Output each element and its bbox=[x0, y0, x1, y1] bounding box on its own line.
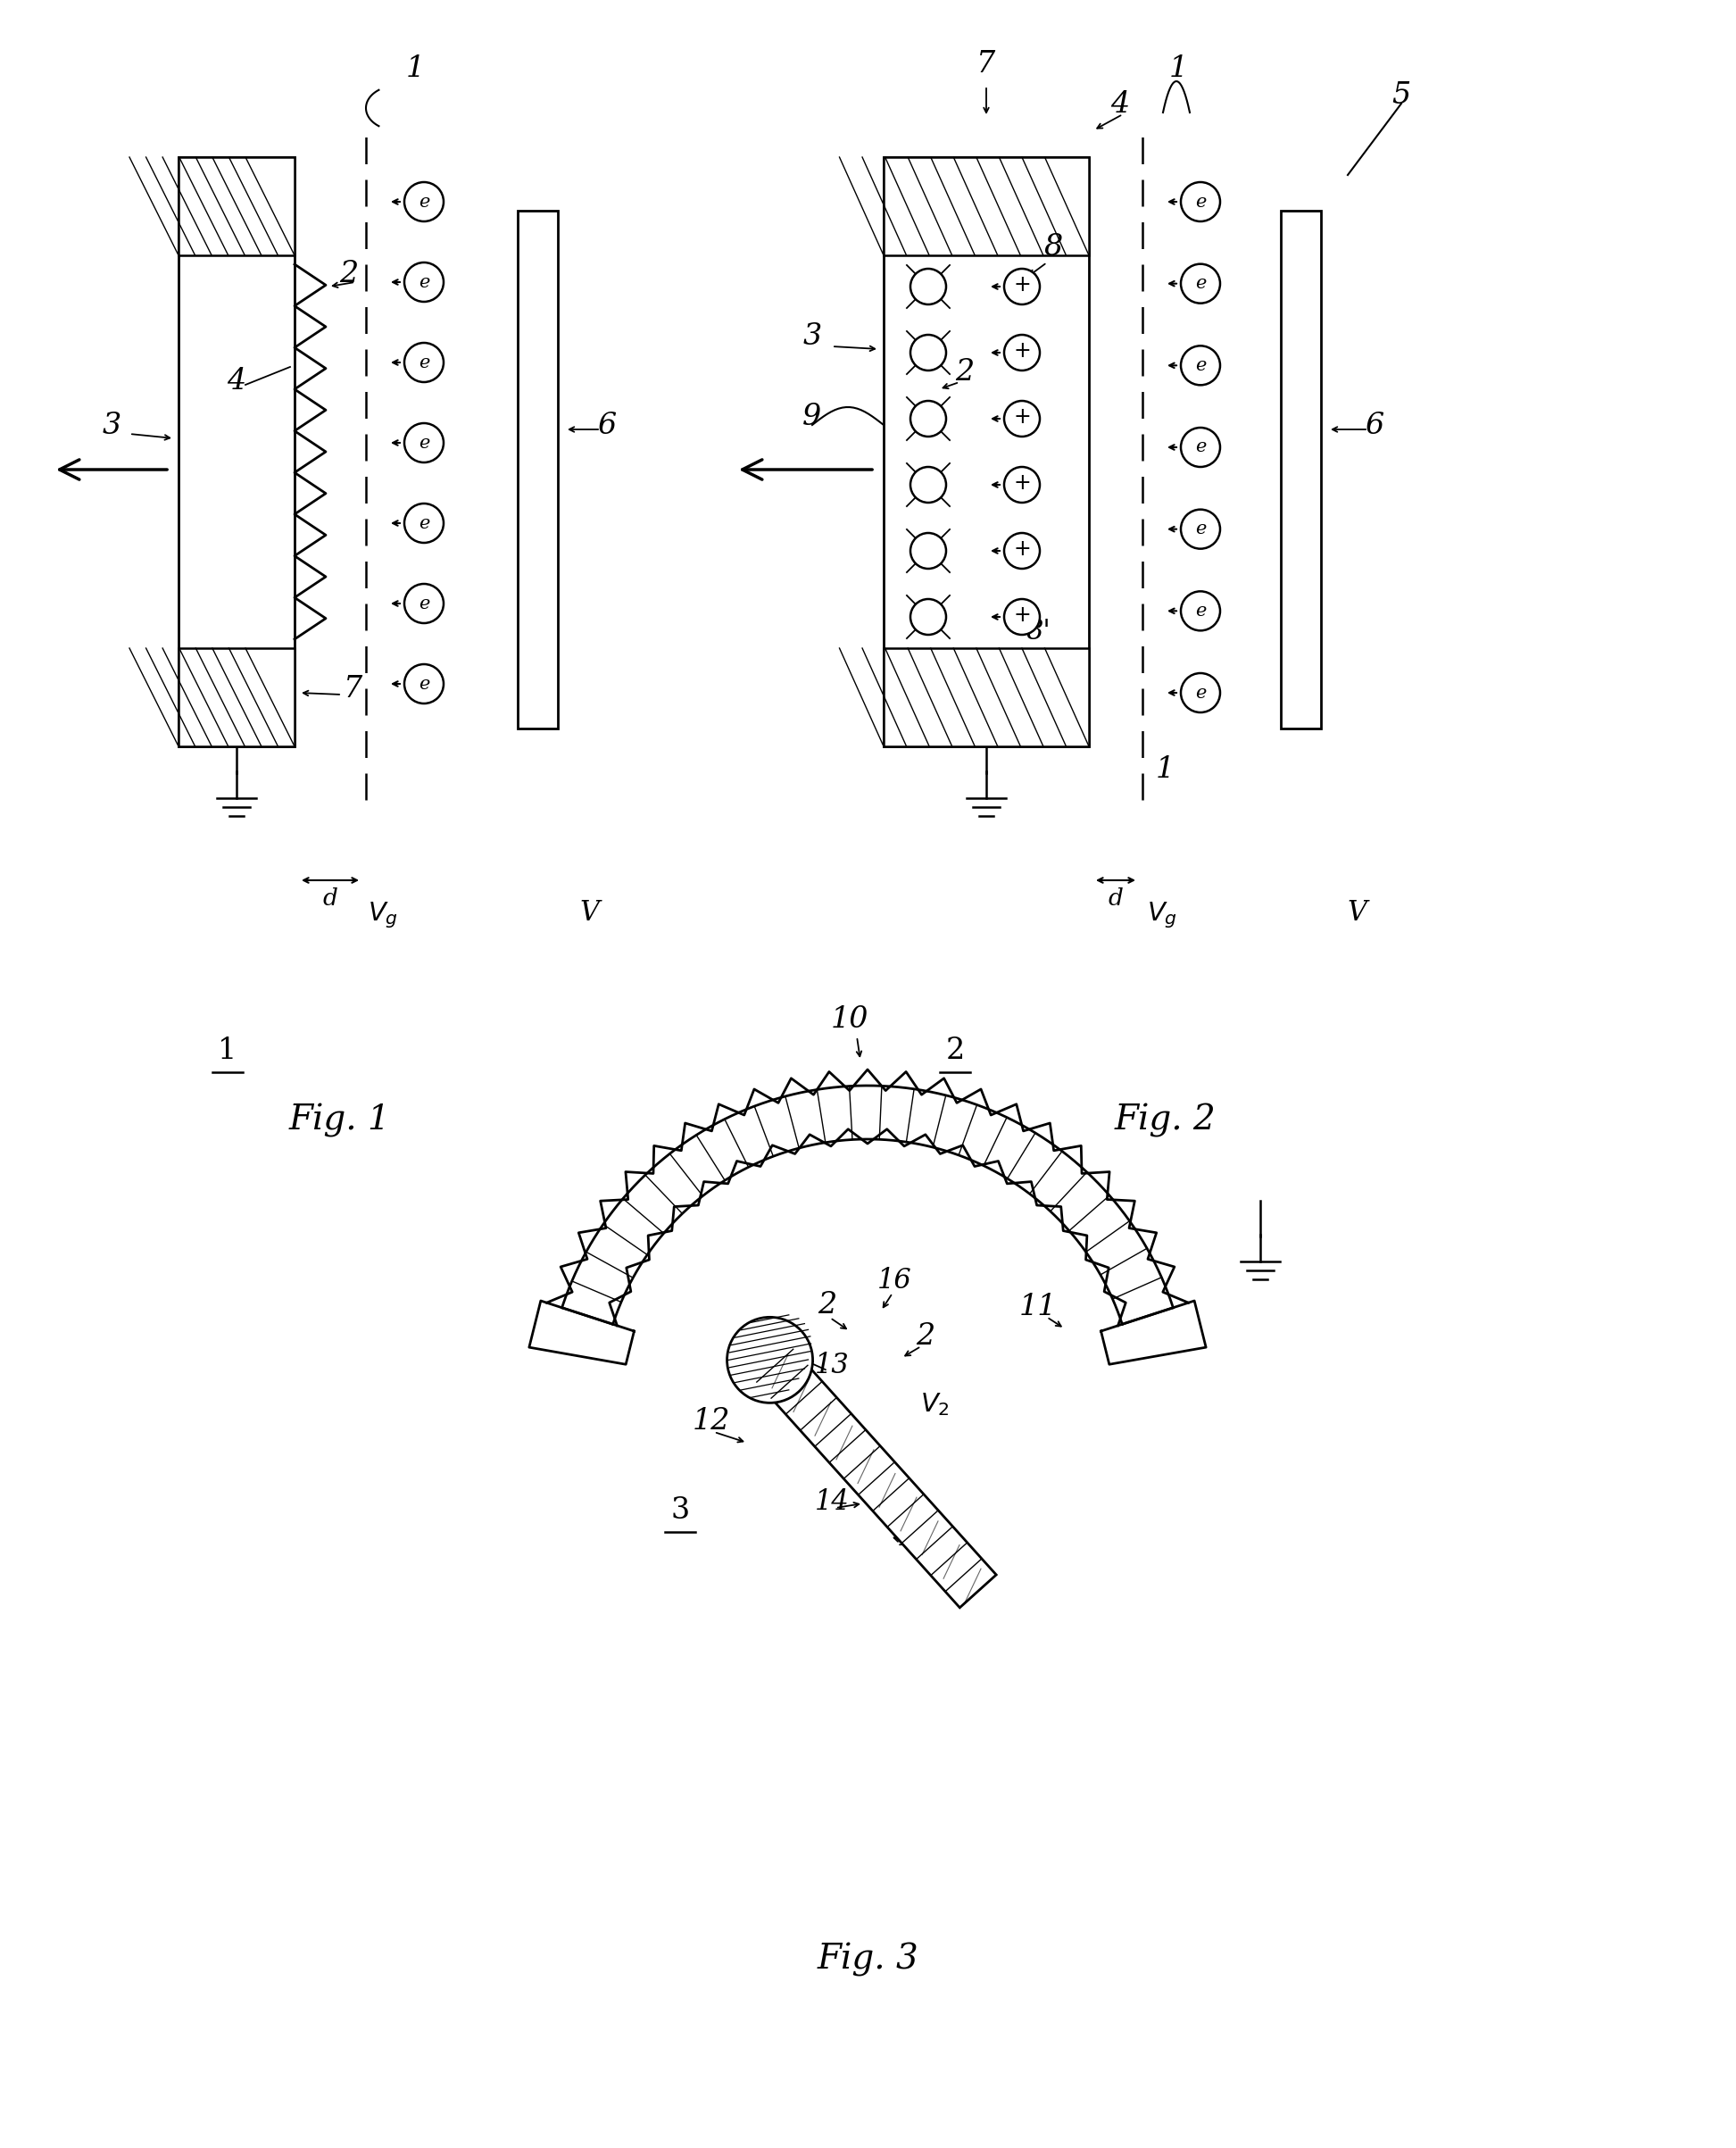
Text: 2: 2 bbox=[946, 1037, 965, 1065]
Circle shape bbox=[1003, 599, 1040, 636]
Text: 3: 3 bbox=[802, 322, 821, 350]
Text: +: + bbox=[1014, 539, 1031, 561]
Text: e: e bbox=[1194, 601, 1207, 619]
Circle shape bbox=[404, 584, 444, 623]
Polygon shape bbox=[179, 157, 295, 745]
Text: 2: 2 bbox=[339, 260, 358, 288]
Circle shape bbox=[1180, 509, 1220, 548]
Text: $V_g$: $V_g$ bbox=[1147, 900, 1177, 930]
Text: 3: 3 bbox=[670, 1497, 689, 1525]
Text: V: V bbox=[1347, 900, 1366, 926]
Polygon shape bbox=[179, 649, 295, 745]
Polygon shape bbox=[1101, 1302, 1207, 1364]
Circle shape bbox=[1003, 335, 1040, 369]
Text: e: e bbox=[1194, 193, 1207, 211]
Polygon shape bbox=[562, 1085, 1174, 1323]
Text: 2: 2 bbox=[818, 1291, 837, 1319]
Text: +: + bbox=[1014, 406, 1031, 427]
Circle shape bbox=[1180, 183, 1220, 221]
Text: 10: 10 bbox=[832, 1005, 868, 1033]
Text: 3: 3 bbox=[102, 412, 122, 440]
Text: 7: 7 bbox=[344, 674, 363, 705]
Text: 4: 4 bbox=[227, 367, 247, 395]
Text: 2: 2 bbox=[917, 1323, 936, 1351]
Text: e: e bbox=[1194, 685, 1207, 700]
Circle shape bbox=[404, 503, 444, 543]
Text: 13: 13 bbox=[816, 1351, 849, 1379]
Circle shape bbox=[404, 344, 444, 382]
Text: e: e bbox=[418, 434, 429, 451]
Text: 1: 1 bbox=[219, 1037, 238, 1065]
Circle shape bbox=[910, 533, 946, 569]
Polygon shape bbox=[757, 1349, 996, 1607]
Circle shape bbox=[1003, 533, 1040, 569]
Circle shape bbox=[910, 268, 946, 305]
Text: $V_2$: $V_2$ bbox=[920, 1392, 950, 1418]
Circle shape bbox=[1180, 672, 1220, 713]
Text: e: e bbox=[1194, 357, 1207, 374]
Text: 16: 16 bbox=[877, 1267, 911, 1295]
Circle shape bbox=[1180, 264, 1220, 303]
Circle shape bbox=[1003, 466, 1040, 503]
Text: $V_g$: $V_g$ bbox=[368, 900, 398, 930]
Text: 1: 1 bbox=[1168, 54, 1187, 84]
Circle shape bbox=[910, 466, 946, 503]
Circle shape bbox=[404, 664, 444, 705]
Circle shape bbox=[1180, 427, 1220, 466]
Circle shape bbox=[1003, 402, 1040, 436]
Polygon shape bbox=[884, 649, 1088, 745]
Circle shape bbox=[1180, 346, 1220, 384]
Text: V: V bbox=[580, 900, 599, 926]
Text: 2: 2 bbox=[955, 359, 974, 387]
Text: 5: 5 bbox=[1392, 82, 1411, 110]
Text: d: d bbox=[1108, 887, 1123, 911]
Text: +: + bbox=[1014, 473, 1031, 494]
Text: d: d bbox=[323, 887, 339, 911]
Text: Fig. 2: Fig. 2 bbox=[1115, 1104, 1215, 1138]
Circle shape bbox=[727, 1317, 812, 1403]
Text: Fig. 3: Fig. 3 bbox=[818, 1944, 918, 1976]
Circle shape bbox=[910, 402, 946, 436]
Circle shape bbox=[404, 262, 444, 301]
Text: e: e bbox=[1194, 438, 1207, 455]
Polygon shape bbox=[884, 157, 1088, 256]
Circle shape bbox=[1003, 268, 1040, 305]
Polygon shape bbox=[529, 1302, 634, 1364]
Polygon shape bbox=[884, 157, 1088, 745]
Text: +: + bbox=[1014, 339, 1031, 361]
Text: 7: 7 bbox=[977, 49, 996, 79]
Circle shape bbox=[910, 599, 946, 636]
Text: 1: 1 bbox=[406, 54, 425, 84]
Text: 9: 9 bbox=[802, 402, 821, 432]
Text: 6: 6 bbox=[597, 412, 616, 440]
Text: 4: 4 bbox=[1111, 90, 1130, 118]
Text: e: e bbox=[1194, 520, 1207, 537]
Polygon shape bbox=[1281, 211, 1321, 728]
Text: e: e bbox=[418, 193, 429, 211]
Polygon shape bbox=[517, 211, 557, 728]
Text: e: e bbox=[1194, 275, 1207, 292]
Circle shape bbox=[404, 183, 444, 221]
Text: e: e bbox=[418, 595, 429, 612]
Text: 11: 11 bbox=[1019, 1293, 1057, 1321]
Circle shape bbox=[910, 335, 946, 369]
Text: 12: 12 bbox=[693, 1407, 731, 1435]
Text: e: e bbox=[418, 516, 429, 533]
Text: $V_1$: $V_1$ bbox=[786, 1351, 816, 1377]
Text: 8': 8' bbox=[1026, 619, 1052, 644]
Text: 1: 1 bbox=[1156, 756, 1175, 784]
Text: e: e bbox=[418, 354, 429, 372]
Polygon shape bbox=[179, 157, 295, 256]
Text: e: e bbox=[418, 674, 429, 692]
Text: 6: 6 bbox=[1364, 412, 1384, 440]
Text: Fig. 1: Fig. 1 bbox=[288, 1104, 391, 1138]
Text: +: + bbox=[1014, 275, 1031, 296]
Circle shape bbox=[1180, 591, 1220, 632]
Text: 15: 15 bbox=[898, 1523, 930, 1551]
Text: 8: 8 bbox=[1045, 232, 1062, 262]
Circle shape bbox=[404, 423, 444, 462]
Text: 14: 14 bbox=[814, 1489, 849, 1516]
Text: +: + bbox=[1014, 604, 1031, 625]
Text: e: e bbox=[418, 273, 429, 290]
